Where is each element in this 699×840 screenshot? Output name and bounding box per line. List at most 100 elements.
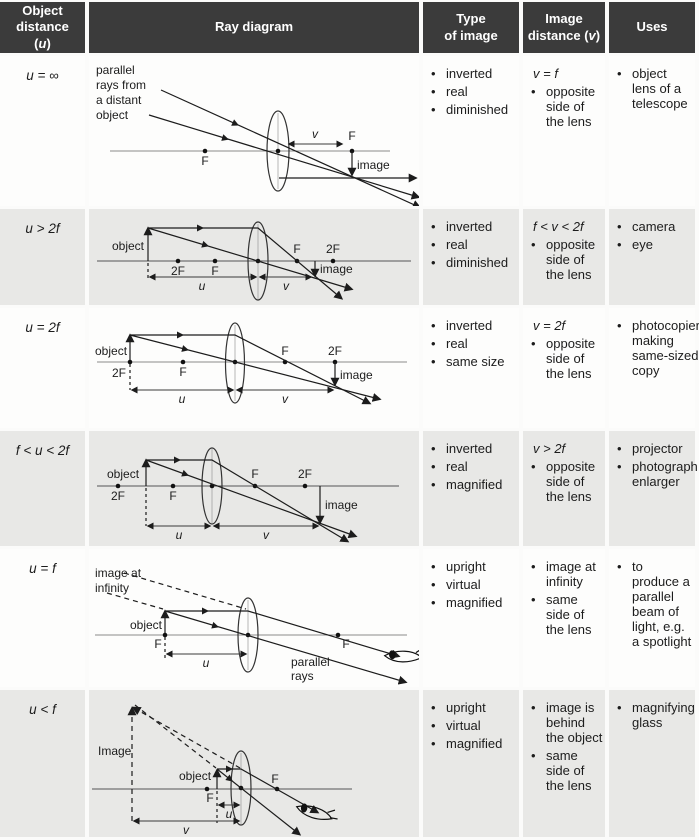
bullet-text: same side of the lens <box>546 592 592 638</box>
image-distance-lead: v = 2f <box>533 318 566 333</box>
focal-point-dot <box>330 258 336 264</box>
image-distance-list: • opposite side of the lens <box>531 237 603 282</box>
bullet-item: • photograph enlarger <box>617 459 698 489</box>
header-object-distance: Object distance (u) <box>0 2 85 53</box>
row2-uses: • camera • eye <box>609 209 695 305</box>
label-u: u <box>226 807 233 821</box>
bullet-item: • eye <box>617 237 693 252</box>
bullet-text: upright <box>446 700 486 715</box>
bullet-text: photocopier making same-sized copy <box>632 318 699 379</box>
uses-list: • camera • eye <box>617 219 693 252</box>
bullet-icon: • <box>431 736 436 752</box>
bullet-icon: • <box>431 336 436 352</box>
bullet-icon: • <box>617 559 622 574</box>
image-distance-lead: v = f <box>533 66 558 81</box>
focal-point-dot <box>170 483 176 489</box>
label-2F-left: 2F <box>111 489 125 503</box>
bullet-item: • inverted <box>431 318 517 333</box>
bullet-text: photograph enlarger <box>632 459 698 490</box>
focal-point-dot <box>175 258 181 264</box>
header-image-distance-line2: distance (v) <box>527 27 601 43</box>
bullet-text: to produce a parallel beam of light, e.g… <box>632 559 692 650</box>
label-F-left: F <box>154 637 161 651</box>
label-F-left: F <box>169 489 176 503</box>
row3-type-of-image: • inverted • real • same size <box>423 308 519 428</box>
bullet-icon: • <box>431 84 436 100</box>
focal-point-dot <box>162 632 168 638</box>
bullet-icon: • <box>431 66 436 81</box>
type-of-image-list: • inverted • real • same size <box>431 318 517 369</box>
ray-arrowhead <box>202 607 209 615</box>
label-u: u <box>176 528 183 542</box>
u-symbol: u <box>38 35 47 51</box>
bullet-icon: • <box>531 459 536 475</box>
row4-type-of-image: • inverted • real • magnified <box>423 431 519 546</box>
bullet-icon: • <box>617 700 622 715</box>
bullet-item: • magnified <box>431 477 517 492</box>
bullet-text: diminished <box>446 102 509 118</box>
ray-arrowhead <box>226 765 233 773</box>
bullet-text: opposite side of the lens <box>546 459 596 505</box>
bullet-text: camera <box>632 219 676 234</box>
bullet-icon: • <box>531 84 536 100</box>
uses-list: • to produce a parallel beam of light, e.… <box>617 559 693 649</box>
bullet-item: • upright <box>431 700 517 715</box>
row4-image-distance: v > 2f • opposite side of the lens <box>523 431 605 546</box>
bullet-text: magnified <box>446 736 503 752</box>
bullet-text: virtual <box>446 577 481 593</box>
focal-point-dot <box>115 483 121 489</box>
row6-uses: • magnifying glass <box>609 690 695 837</box>
bullet-item: • image is behind the object <box>531 700 603 745</box>
bullet-item: • opposite side of the lens <box>531 459 603 504</box>
header-uses: Uses <box>609 2 695 53</box>
row5-type-of-image: • upright • virtual • magnified <box>423 549 519 687</box>
bullet-item: • photocopier making same-sized copy <box>617 318 699 378</box>
bullet-item: • opposite side of the lens <box>531 237 603 282</box>
label-v: v <box>282 392 289 406</box>
bullet-text: real <box>446 84 468 100</box>
label-image: image <box>325 498 358 512</box>
label-u: u <box>179 392 186 406</box>
bullet-icon: • <box>617 66 622 81</box>
bullet-text: same size <box>446 354 505 370</box>
label-F-right: F <box>293 242 300 256</box>
row3-ray-diagram-cell: object 2F F F 2F image u v <box>89 308 419 428</box>
ray <box>217 768 320 814</box>
ray <box>147 227 354 292</box>
bullet-item: • camera <box>617 219 693 234</box>
focal-point-dot <box>212 258 218 264</box>
lens-icon <box>230 750 252 826</box>
caption-parallel-rays: parallel rays from a distant object <box>96 63 146 122</box>
bullet-text: inverted <box>446 219 493 234</box>
image-distance-list: • image at infinity • same side of the lens <box>531 559 603 637</box>
ray-arrowhead <box>231 119 239 126</box>
bullet-item: • image at infinity <box>531 559 603 589</box>
label-u: u <box>203 656 210 670</box>
ray-arrowhead <box>177 331 184 339</box>
ray <box>129 334 382 402</box>
bullet-text: opposite side of the lens <box>546 237 596 283</box>
bullet-item: • virtual <box>431 718 517 733</box>
bullet-icon: • <box>431 219 436 234</box>
bullet-icon: • <box>617 237 622 253</box>
label-F-left: F <box>206 791 213 805</box>
ray-arrowhead <box>225 774 233 782</box>
bullet-icon: • <box>431 595 436 611</box>
ray-diagram-u-infinity: parallel rays from a distant object F v F i… <box>96 63 422 209</box>
bullet-icon: • <box>531 336 536 352</box>
bullet-text: opposite side of the lens <box>546 336 596 382</box>
bullet-item: • inverted <box>431 219 517 234</box>
bullet-icon: • <box>617 219 622 234</box>
row1-ray-diagram-cell: parallel rays from a distant object F v F i… <box>89 56 422 209</box>
bullet-item: • inverted <box>431 441 517 456</box>
bullet-text: projector <box>632 441 683 456</box>
label-object: object <box>130 618 163 632</box>
bullet-item: • real <box>431 84 517 99</box>
bullet-item: • magnifying glass <box>617 700 695 730</box>
uses-list: • projector • photograph enlarger <box>617 441 698 489</box>
bullet-text: image is behind the object <box>546 700 603 746</box>
row5-uses: • to produce a parallel beam of light, e.… <box>609 549 695 687</box>
row4-object-distance: f < u < 2f <box>0 431 85 546</box>
row3-image-distance: v = 2f • opposite side of the lens <box>523 308 605 428</box>
